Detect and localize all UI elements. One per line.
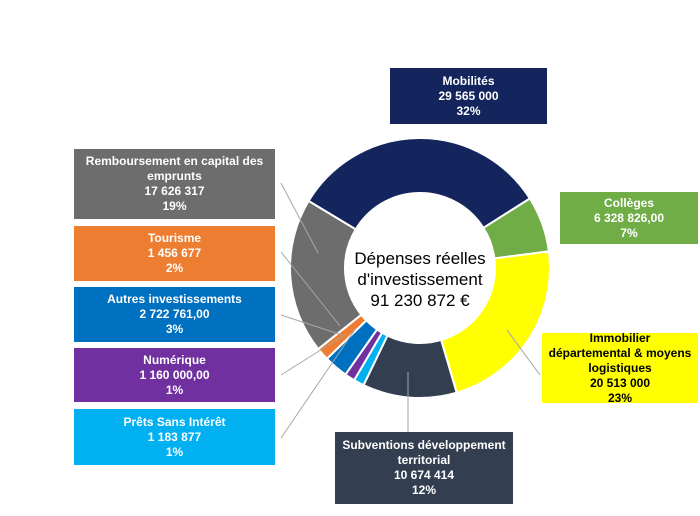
slice-percent: 23% bbox=[607, 390, 633, 405]
label-remboursement-emprunts: Remboursement en capital des emprunts 17… bbox=[74, 149, 275, 219]
slice-amount: 1 160 000,00 bbox=[139, 367, 210, 382]
label-autres-investissements: Autres investissements 2 722 761,00 3% bbox=[74, 287, 275, 342]
leader-line bbox=[506, 329, 541, 376]
label-numerique: Numérique 1 160 000,00 1% bbox=[74, 348, 275, 402]
leader-line bbox=[280, 182, 319, 254]
center-label-line-2: d'investissement bbox=[357, 270, 483, 289]
slice-name: Remboursement en capital des emprunts bbox=[85, 154, 264, 183]
label-colleges: Collèges 6 328 826,00 7% bbox=[560, 192, 698, 244]
donut-slice bbox=[439, 250, 551, 394]
slice-name: Mobilités bbox=[442, 73, 495, 88]
slice-percent: 1% bbox=[165, 382, 184, 397]
donut-slice bbox=[289, 199, 363, 351]
slice-amount: 2 722 761,00 bbox=[139, 307, 210, 321]
center-label-line-1: Dépenses réelles bbox=[354, 249, 486, 268]
slice-percent: 1% bbox=[165, 444, 184, 459]
slice-amount: 29 565 000 bbox=[438, 88, 499, 103]
donut-slice bbox=[307, 137, 532, 231]
slice-percent: 19% bbox=[162, 199, 187, 213]
leader-line bbox=[280, 314, 343, 336]
slice-percent: 2% bbox=[165, 261, 184, 275]
label-prets-sans-interet: Prêts Sans Intérêt 1 183 877 1% bbox=[74, 409, 275, 465]
slice-name: Prêts Sans Intérêt bbox=[123, 414, 226, 429]
slice-percent: 32% bbox=[456, 103, 481, 118]
slice-name: Collèges bbox=[603, 195, 654, 210]
slice-name: Immobilier départemental & moyens logist… bbox=[548, 330, 692, 375]
slice-amount: 17 626 317 bbox=[144, 184, 205, 198]
slice-name: Tourisme bbox=[147, 231, 202, 245]
slice-percent: 7% bbox=[620, 225, 638, 240]
slice-amount: 6 328 826,00 bbox=[593, 210, 665, 225]
slice-percent: 12% bbox=[411, 483, 437, 497]
label-tourisme: Tourisme 1 456 677 2% bbox=[74, 226, 275, 281]
donut-center-label: Dépenses réelles d'investissement 91 230… bbox=[340, 248, 500, 311]
slice-name: Numérique bbox=[143, 352, 206, 367]
slice-percent: 3% bbox=[165, 322, 184, 336]
slice-name: Subventions développement territorial bbox=[342, 438, 506, 467]
leader-line bbox=[280, 327, 357, 439]
slice-amount: 1 456 677 bbox=[147, 246, 202, 260]
label-immobilier: Immobilier départemental & moyens logist… bbox=[542, 330, 698, 405]
leader-line bbox=[280, 251, 341, 327]
leader-line bbox=[280, 333, 347, 376]
label-mobilites: Mobilités 29 565 000 32% bbox=[390, 68, 547, 124]
slice-amount: 10 674 414 bbox=[393, 468, 455, 482]
center-label-total: 91 230 872 € bbox=[370, 291, 470, 310]
slice-name: Autres investissements bbox=[107, 292, 242, 306]
slice-amount: 1 183 877 bbox=[147, 429, 202, 444]
slice-amount: 20 513 000 bbox=[589, 375, 651, 390]
label-subventions: Subventions développement territorial 10… bbox=[335, 432, 513, 504]
